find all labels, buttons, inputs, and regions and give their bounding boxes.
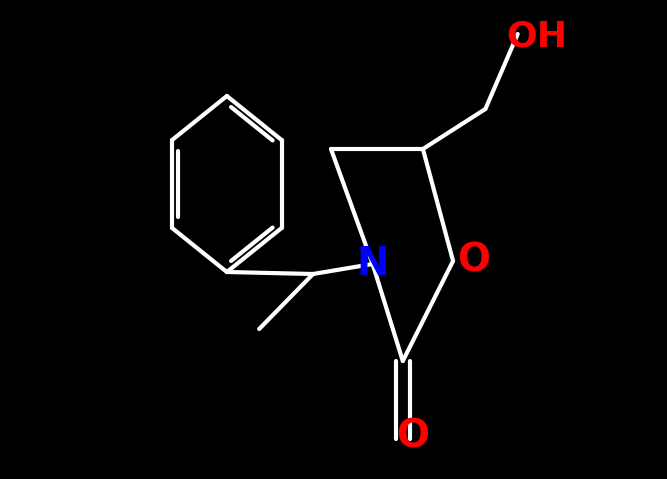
Text: N: N bbox=[356, 245, 389, 283]
Text: O: O bbox=[396, 418, 429, 456]
Text: OH: OH bbox=[506, 19, 568, 53]
Text: O: O bbox=[457, 242, 490, 280]
